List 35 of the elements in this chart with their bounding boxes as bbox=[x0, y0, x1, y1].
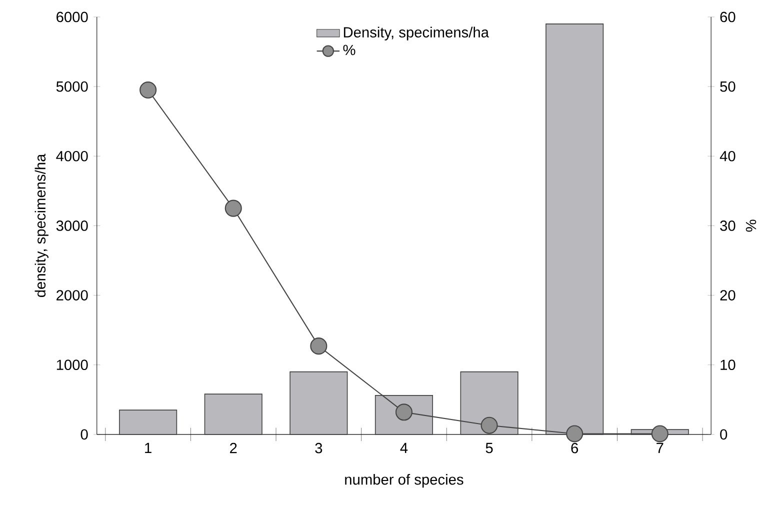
point bbox=[480, 416, 498, 434]
y2-axis-title: % bbox=[746, 220, 756, 232]
x-tick-label: 7 bbox=[656, 442, 664, 453]
point bbox=[224, 200, 242, 217]
legend-label: % bbox=[343, 44, 356, 55]
y-axis-title: density, specimens/ha bbox=[34, 154, 48, 297]
bar bbox=[119, 410, 178, 435]
y-tick-label: 6000 bbox=[56, 12, 88, 22]
bar bbox=[204, 394, 262, 435]
y-tick-label: 4000 bbox=[56, 150, 88, 162]
x-tick-label: 3 bbox=[315, 442, 322, 454]
y-tick-label: 3000 bbox=[56, 220, 88, 231]
y2-tick-label: 60 bbox=[720, 12, 736, 22]
legend-label: Density, specimens/ha bbox=[344, 26, 489, 40]
point bbox=[310, 337, 328, 354]
x-tick-label: 1 bbox=[145, 442, 152, 453]
y2-tick-label: 10 bbox=[720, 360, 736, 370]
y-tick-label: 0 bbox=[80, 429, 88, 440]
x-tick-label: 6 bbox=[571, 442, 578, 454]
x-tick-label: 2 bbox=[230, 442, 237, 453]
x-tick-label: 4 bbox=[400, 442, 408, 453]
y2-tick-label: 40 bbox=[720, 150, 736, 162]
y2-tick-label: 30 bbox=[720, 220, 736, 231]
y2-tick-label: 50 bbox=[720, 81, 736, 92]
y2-tick-label: 20 bbox=[720, 290, 736, 300]
point bbox=[140, 81, 157, 98]
point bbox=[566, 425, 584, 442]
y-tick-label: 1000 bbox=[56, 360, 88, 370]
y-tick-label: 5000 bbox=[56, 81, 88, 92]
y2-tick-label: 0 bbox=[720, 429, 728, 440]
y-tick-label: 2000 bbox=[56, 290, 88, 300]
x-axis-title: number of species bbox=[345, 474, 464, 488]
x-tick-label: 5 bbox=[486, 442, 493, 453]
point bbox=[651, 425, 668, 442]
bar bbox=[290, 371, 348, 435]
